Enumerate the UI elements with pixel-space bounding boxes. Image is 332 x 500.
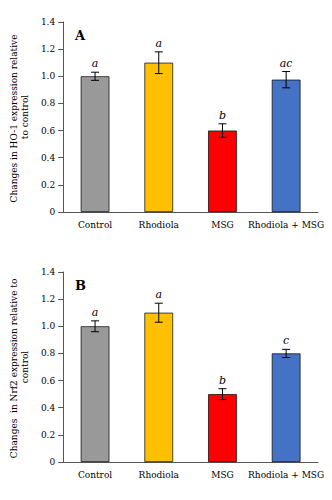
svg-text:Control: Control: [78, 220, 112, 230]
svg-text:A: A: [74, 28, 86, 43]
svg-text:Rhodiola: Rhodiola: [139, 220, 180, 230]
svg-text:1.0: 1.0: [41, 321, 56, 331]
svg-text:1.4: 1.4: [41, 17, 56, 27]
svg-text:ac: ac: [280, 57, 293, 70]
svg-text:to control: to control: [20, 95, 30, 139]
svg-text:a: a: [155, 37, 162, 50]
svg-text:1.2: 1.2: [41, 294, 55, 304]
svg-text:0.8: 0.8: [41, 348, 56, 358]
svg-text:a: a: [92, 306, 99, 319]
svg-text:MSG: MSG: [211, 220, 234, 230]
svg-text:Control: Control: [78, 470, 112, 480]
svg-text:Rhodiola + MSG: Rhodiola + MSG: [248, 220, 324, 230]
svg-text:a: a: [92, 57, 99, 70]
svg-text:MSG: MSG: [211, 470, 234, 480]
svg-text:0.2: 0.2: [41, 180, 55, 190]
svg-text:0.6: 0.6: [41, 376, 56, 386]
svg-text:0.6: 0.6: [41, 126, 56, 136]
svg-text:control: control: [20, 351, 30, 384]
svg-text:c: c: [283, 334, 289, 347]
svg-text:0.8: 0.8: [41, 98, 56, 108]
svg-text:0.4: 0.4: [41, 153, 56, 163]
svg-text:B: B: [75, 278, 86, 293]
svg-text:1.2: 1.2: [41, 44, 55, 54]
svg-text:0.2: 0.2: [41, 430, 55, 440]
svg-text:Rhodiola + MSG: Rhodiola + MSG: [248, 470, 324, 480]
svg-text:0.4: 0.4: [41, 403, 56, 413]
svg-text:Changes in Nrf2 expression re: Changes in Nrf2 expression relative to: [9, 276, 19, 458]
svg-text:b: b: [219, 374, 226, 387]
svg-text:1.4: 1.4: [41, 267, 56, 277]
svg-text:Rhodiola: Rhodiola: [139, 470, 180, 480]
svg-text:1.0: 1.0: [41, 71, 56, 81]
svg-text:0: 0: [49, 207, 55, 217]
svg-text:a: a: [155, 288, 162, 301]
svg-text:b: b: [219, 109, 226, 122]
svg-text:Changes in HO-1 expression rel: Changes in HO-1 expression relative: [9, 32, 19, 203]
svg-text:0: 0: [49, 457, 55, 467]
